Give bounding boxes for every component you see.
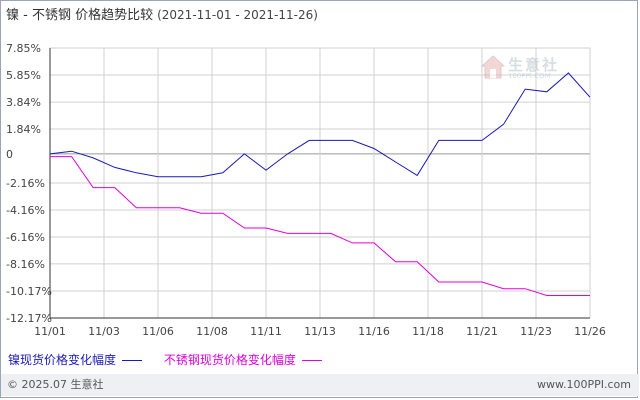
y-tick-label: -8.16%	[6, 258, 45, 271]
legend-item-nickel: 镍现货价格变化幅度	[8, 351, 143, 369]
watermark-logo: 生意社 100PPI.COM	[480, 52, 570, 82]
y-tick-label: 3.84%	[6, 96, 41, 109]
x-tick-label: 11/23	[520, 325, 552, 338]
x-tick-label: 11/11	[250, 325, 282, 338]
y-tick-label: -12.17%	[6, 312, 52, 325]
y-tick-label: 0	[6, 148, 13, 161]
footer-copyright: © 2025.07 生意社	[7, 378, 104, 391]
series-line-nickel	[49, 72, 591, 178]
y-tick-label: -2.16%	[6, 177, 45, 190]
series-line-stainless	[50, 156, 590, 296]
y-tick-label: 1.84%	[6, 123, 41, 136]
y-tick-label: -6.16%	[6, 231, 45, 244]
x-tick-label: 11/26	[574, 325, 606, 338]
watermark-subtext: 100PPI.COM	[508, 72, 551, 80]
x-tick-label: 11/21	[466, 325, 498, 338]
date-range: (2021-11-01 - 2021-11-26)	[157, 8, 318, 22]
footer-bar: © 2025.07 生意社 www.100PPI.com	[1, 374, 639, 396]
x-tick-label: 11/18	[412, 325, 444, 338]
chart-legend: 镍现货价格变化幅度 不锈钢现货价格变化幅度	[8, 351, 340, 369]
x-tick-label: 11/03	[88, 325, 120, 338]
house-logo-icon	[480, 55, 506, 79]
x-tick-label: 11/13	[304, 325, 336, 338]
title-text: 镍 - 不锈钢 价格趋势比较	[6, 8, 154, 23]
x-tick-label: 11/08	[196, 325, 228, 338]
x-tick-label: 11/16	[358, 325, 390, 338]
legend-label-stainless: 不锈钢现货价格变化幅度	[163, 353, 296, 367]
y-tick-label: 7.85%	[6, 42, 41, 55]
legend-swatch-nickel	[122, 360, 143, 361]
watermark-text: 生意社	[508, 56, 560, 74]
legend-item-stainless: 不锈钢现货价格变化幅度	[164, 351, 322, 369]
x-tick-label: 11/01	[34, 325, 66, 338]
footer-site-link[interactable]: www.100PPI.com	[537, 378, 631, 391]
legend-label-nickel: 镍现货价格变化幅度	[8, 353, 117, 367]
y-tick-label: -10.17%	[6, 285, 52, 298]
chart-title: 镍 - 不锈钢 价格趋势比较 (2021-11-01 - 2021-11-26)	[6, 4, 318, 26]
y-tick-label: 5.85%	[6, 69, 41, 82]
x-tick-label: 11/06	[142, 325, 174, 338]
legend-swatch-stainless	[301, 360, 322, 361]
y-tick-label: -4.16%	[6, 204, 45, 217]
